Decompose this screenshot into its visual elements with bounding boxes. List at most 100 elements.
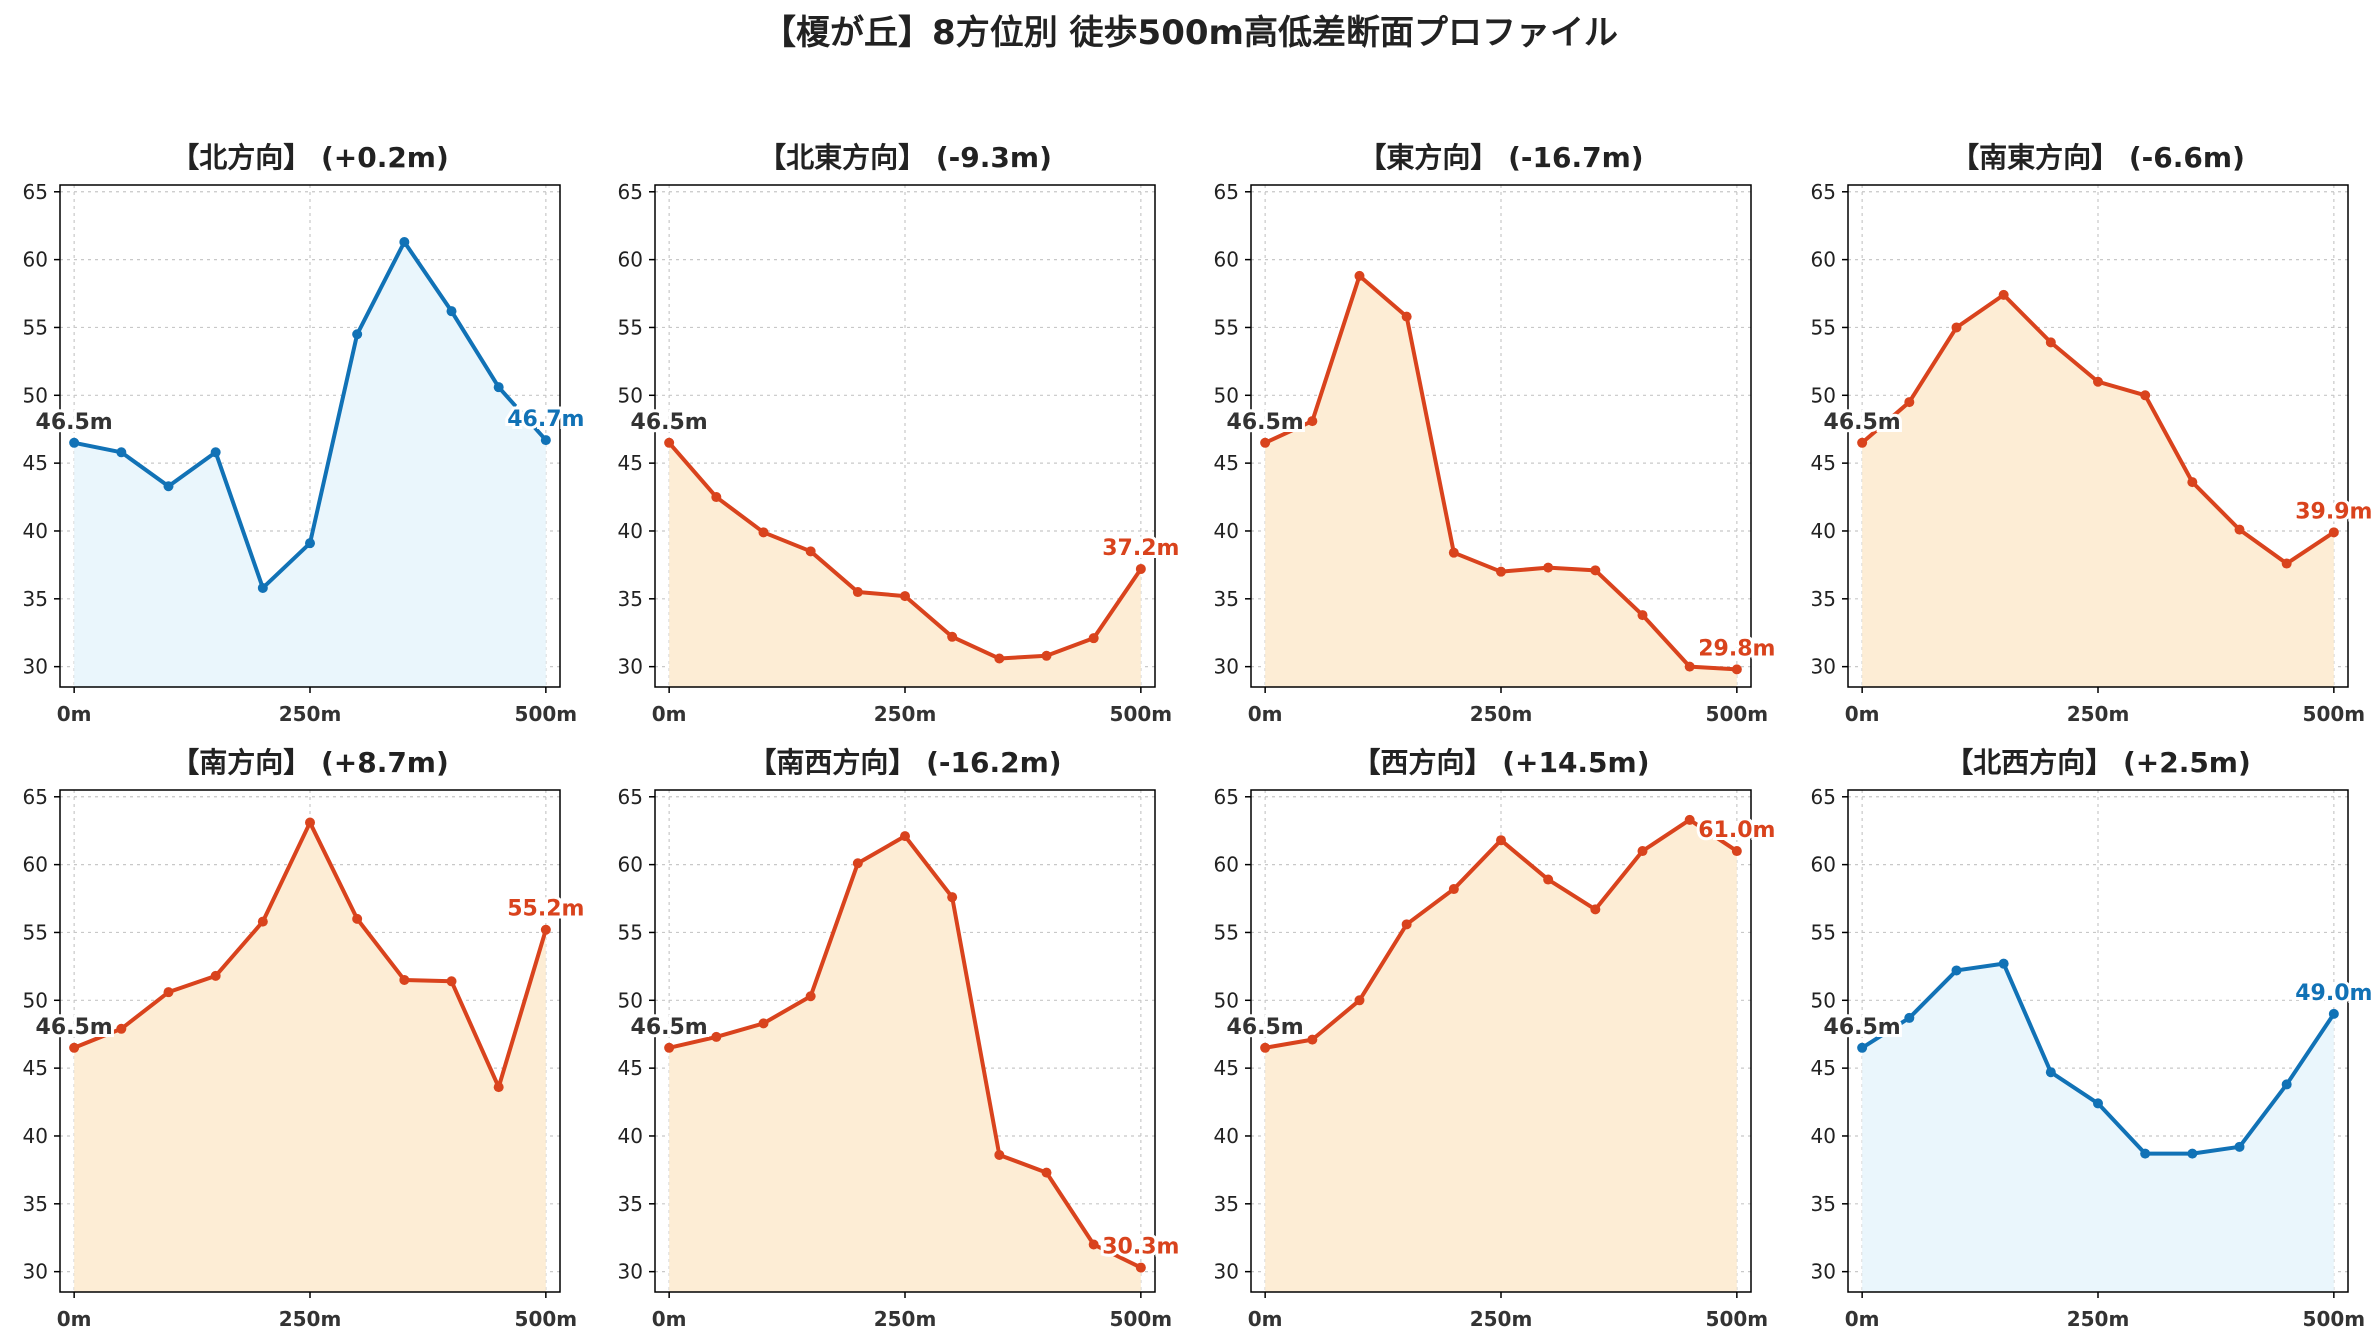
end-value-label: 55.2m <box>507 897 584 922</box>
area-fill <box>74 241 546 688</box>
data-point <box>1260 437 1271 448</box>
data-point <box>2093 1098 2103 1109</box>
y-tick-label: 40 <box>1214 519 1239 543</box>
start-value-label: 46.5m <box>36 1015 113 1040</box>
data-point <box>1637 610 1648 621</box>
data-point <box>210 970 221 981</box>
x-tick-label: 250m <box>2067 702 2130 726</box>
data-point <box>1998 958 2009 969</box>
y-tick-label: 30 <box>1811 655 1836 679</box>
panel-title: 【南東方向】 (-6.6m) <box>1951 141 2245 174</box>
y-tick-label: 35 <box>23 587 48 611</box>
data-point <box>1731 664 1742 675</box>
data-point <box>1135 1262 1146 1273</box>
y-tick-label: 45 <box>23 451 48 475</box>
x-tick-label: 500m <box>1110 1307 1173 1331</box>
y-tick-label: 40 <box>1811 1124 1836 1148</box>
y-tick-label: 35 <box>618 587 643 611</box>
panel-2: 【北東方向】 (-9.3m) 30 35 40 45 50 55 60 65 0m 250m 500m… <box>618 141 1183 726</box>
data-point <box>2281 1079 2292 1090</box>
x-tick-label: 250m <box>1470 702 1533 726</box>
y-tick-label: 40 <box>1214 1124 1239 1148</box>
y-tick-label: 60 <box>1811 853 1836 877</box>
x-tick-label: 0m <box>1845 1307 1880 1331</box>
x-tick-label: 250m <box>2067 1307 2130 1331</box>
data-point <box>540 435 551 446</box>
data-point <box>2093 376 2103 387</box>
start-value-label: 46.5m <box>1227 410 1304 435</box>
y-tick-label: 40 <box>23 1124 48 1148</box>
data-point <box>1307 416 1318 427</box>
data-point <box>852 587 863 598</box>
data-point <box>2045 337 2056 348</box>
data-point <box>711 492 722 503</box>
data-point <box>257 916 268 927</box>
y-tick-label: 35 <box>1811 1192 1836 1216</box>
data-point <box>1088 1239 1099 1250</box>
x-tick-label: 250m <box>874 1307 937 1331</box>
data-point <box>1684 814 1695 825</box>
y-tick-label: 55 <box>1811 315 1836 339</box>
data-point <box>2187 1148 2198 1159</box>
data-point <box>1857 437 1868 448</box>
data-point <box>1448 884 1459 895</box>
y-tick-label: 45 <box>1214 1056 1239 1080</box>
data-point <box>1904 397 1915 408</box>
y-tick-label: 60 <box>1214 248 1239 272</box>
area-fill <box>1862 294 2334 687</box>
data-point <box>1401 311 1412 322</box>
end-value-label: 61.0m <box>1698 818 1775 843</box>
data-point <box>947 631 958 642</box>
data-point <box>2140 390 2151 401</box>
data-point <box>2328 527 2339 538</box>
data-point <box>1088 633 1099 644</box>
data-point <box>805 546 816 557</box>
data-point <box>1684 661 1695 672</box>
data-point <box>69 1042 80 1053</box>
data-point <box>1041 650 1052 661</box>
y-tick-label: 35 <box>1214 1192 1239 1216</box>
data-point <box>352 329 363 340</box>
data-point <box>1135 563 1146 574</box>
data-point <box>711 1031 722 1042</box>
x-tick-label: 500m <box>1706 1307 1769 1331</box>
data-point <box>2045 1067 2056 1078</box>
start-value-label: 46.5m <box>36 410 113 435</box>
x-tick-label: 0m <box>1845 702 1880 726</box>
x-tick-label: 0m <box>57 702 92 726</box>
panel-4: 【南東方向】 (-6.6m) 30 35 40 45 50 55 60 65 0m 250m 500m… <box>1811 141 2376 726</box>
data-point <box>900 831 910 842</box>
area-fill <box>669 836 1141 1292</box>
y-tick-label: 45 <box>23 1056 48 1080</box>
start-value-label: 46.5m <box>1824 1015 1901 1040</box>
y-tick-label: 35 <box>1214 587 1239 611</box>
y-tick-label: 65 <box>1214 180 1239 204</box>
panel-7: 【西方向】 (+14.5m) 30 35 40 45 50 55 60 65 0m 250m 500m… <box>1214 746 1779 1331</box>
data-point <box>210 447 221 458</box>
data-point <box>1951 965 1962 976</box>
y-tick-label: 60 <box>1811 248 1836 272</box>
data-point <box>2234 1141 2245 1152</box>
start-value-label: 46.5m <box>1824 410 1901 435</box>
data-point <box>994 653 1005 664</box>
figure-title: 【榎が丘】8方位別 徒歩500m高低差断面プロファイル <box>762 13 1618 53</box>
data-point <box>399 236 410 247</box>
y-tick-label: 40 <box>1811 519 1836 543</box>
data-point <box>352 913 363 924</box>
y-tick-label: 60 <box>23 853 48 877</box>
data-point <box>1041 1167 1052 1178</box>
x-tick-label: 500m <box>1110 702 1173 726</box>
panel-title: 【南方向】 (+8.7m) <box>171 746 449 779</box>
y-tick-label: 65 <box>618 180 643 204</box>
y-tick-label: 35 <box>1811 587 1836 611</box>
data-point <box>994 1149 1005 1160</box>
y-tick-label: 55 <box>1811 920 1836 944</box>
x-tick-label: 0m <box>652 1307 687 1331</box>
end-value-label: 49.0m <box>2295 981 2372 1006</box>
data-point <box>493 1082 504 1093</box>
y-tick-label: 40 <box>618 519 643 543</box>
data-point <box>1590 565 1601 576</box>
y-tick-label: 65 <box>1811 180 1836 204</box>
panel-title: 【北方向】 (+0.2m) <box>171 141 449 174</box>
